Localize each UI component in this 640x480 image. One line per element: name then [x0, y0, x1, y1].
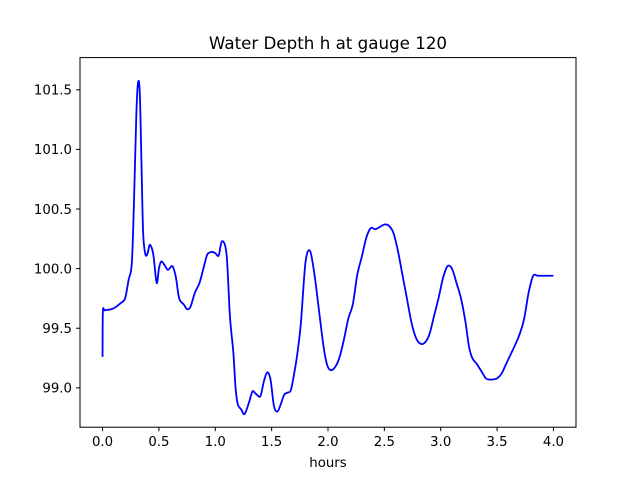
- y-tick-label: 100.5: [34, 203, 72, 218]
- x-tick-label: 2.0: [317, 435, 338, 450]
- x-axis-label: hours: [309, 456, 346, 471]
- x-tick-label: 3.5: [487, 435, 508, 450]
- x-tick-label: 4.0: [543, 435, 564, 450]
- x-tick-label: 1.5: [261, 435, 282, 450]
- y-axis: 99.0 99.5 100.0 100.5 101.0 101.5: [34, 84, 80, 397]
- y-tick-label: 101.0: [34, 143, 72, 158]
- y-tick-label: 101.5: [34, 84, 72, 99]
- y-tick-label: 99.5: [42, 322, 72, 337]
- x-tick-label: 3.0: [430, 435, 451, 450]
- x-axis: 0.0 0.5 1.0 1.5 2.0 2.5 3.0 3.5 4.0: [92, 427, 564, 450]
- chart-title: Water Depth h at gauge 120: [209, 33, 447, 53]
- x-tick-label: 1.0: [205, 435, 226, 450]
- x-tick-label: 2.5: [374, 435, 395, 450]
- plot-area: [101, 79, 554, 416]
- y-tick-label: 100.0: [34, 262, 72, 277]
- series-line-0: [101, 79, 554, 416]
- plot-frame: [79, 57, 577, 428]
- x-tick-label: 0.5: [148, 435, 169, 450]
- x-tick-label: 0.0: [92, 435, 113, 450]
- y-tick-label: 99.0: [42, 382, 72, 397]
